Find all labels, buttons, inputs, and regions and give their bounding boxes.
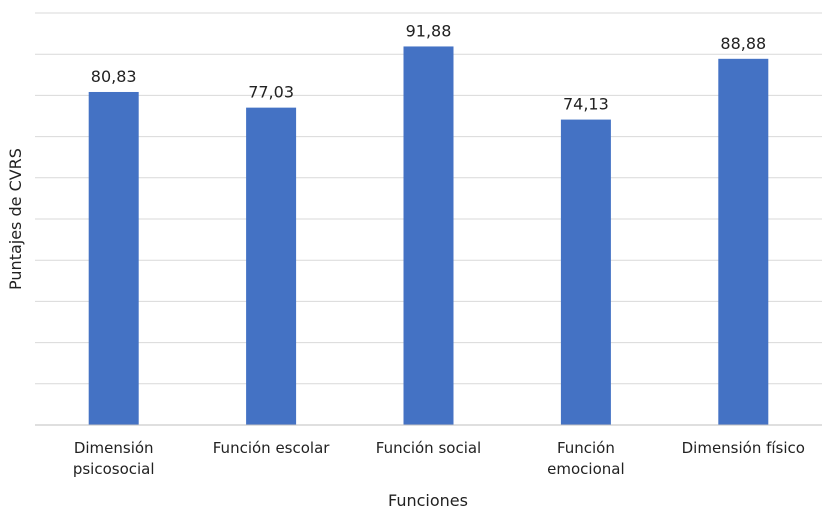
x-axis-title: Funciones xyxy=(388,491,468,508)
bar xyxy=(718,58,769,426)
y-axis-title: Puntajes de CVRS xyxy=(6,148,25,290)
category-labels: Dimensión psicosocial Función escolar Funci… xyxy=(73,439,805,478)
bar-value-label: 80,83 xyxy=(91,67,137,86)
bar xyxy=(246,107,297,425)
category-label: Dimensión físico xyxy=(682,439,805,457)
category-label: Función social xyxy=(376,439,481,457)
bar-value-label: 88,88 xyxy=(720,34,766,53)
bar-value-label: 74,13 xyxy=(563,95,609,114)
bar xyxy=(560,119,611,425)
bar xyxy=(403,46,454,425)
category-label: Función escolar xyxy=(213,439,331,457)
category-label: Función emocional xyxy=(547,439,624,478)
bar xyxy=(88,91,139,425)
bar-value-label: 77,03 xyxy=(248,83,294,102)
bars xyxy=(88,46,769,426)
value-labels: 80,83 77,03 91,88 74,13 88,88 xyxy=(91,21,766,113)
bar-value-label: 91,88 xyxy=(406,21,452,40)
category-label: Dimensión psicosocial xyxy=(73,439,155,478)
